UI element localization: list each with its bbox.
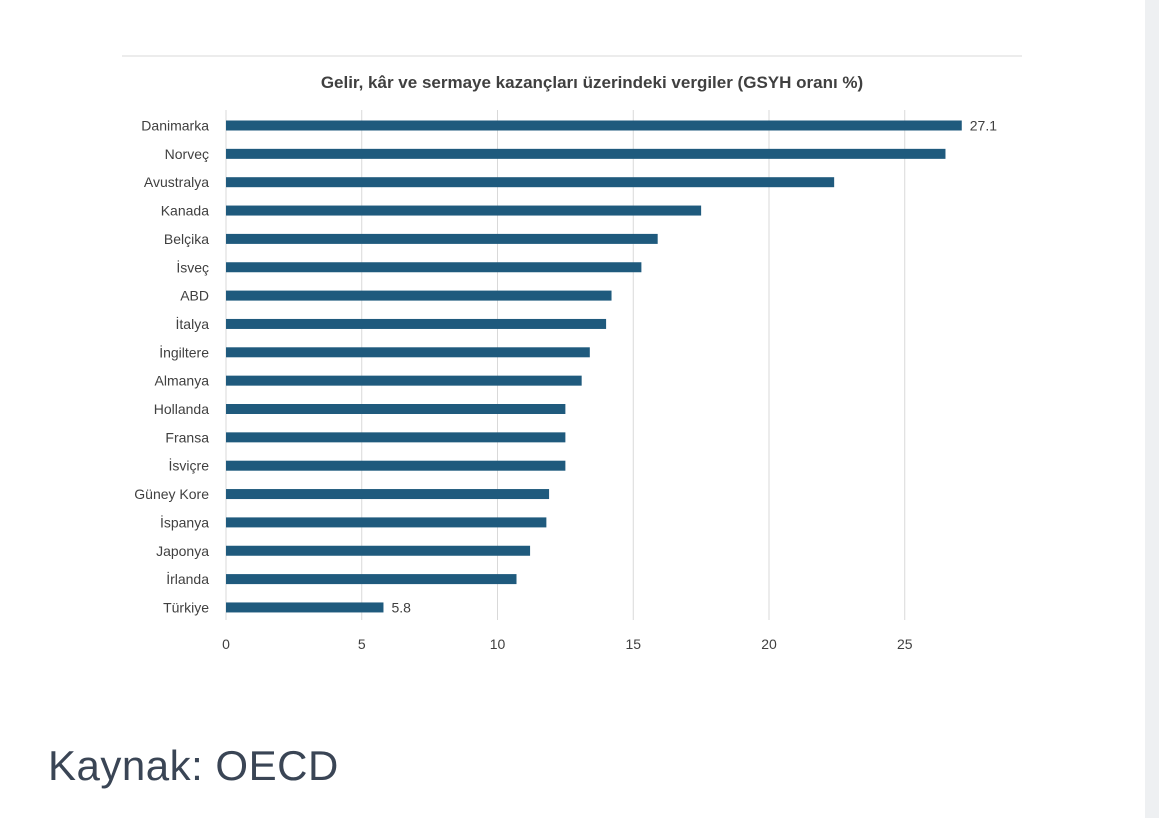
gridlines xyxy=(225,110,906,620)
category-label: İsveç xyxy=(176,258,209,275)
category-label: ABD xyxy=(180,288,209,304)
category-label: İtalya xyxy=(176,315,210,332)
category-label: Avustralya xyxy=(144,174,209,190)
category-label: Danimarka xyxy=(141,118,209,134)
x-tick-labels: 0 5 10 15 20 25 xyxy=(222,636,913,652)
category-label: Almanya xyxy=(155,373,210,389)
data-label: 27.1 xyxy=(970,118,997,134)
bar xyxy=(226,318,607,329)
category-label: Güney Kore xyxy=(134,486,209,502)
category-label: Kanada xyxy=(161,203,209,219)
bar xyxy=(226,404,566,414)
bar xyxy=(226,120,962,131)
category-label: İrlanda xyxy=(166,570,209,587)
category-label: Norveç xyxy=(165,146,209,162)
bar xyxy=(226,205,702,216)
bar xyxy=(226,290,612,301)
bar xyxy=(226,432,566,443)
bar xyxy=(226,517,547,528)
chart-title: Gelir, kâr ve sermaye kazançları üzerind… xyxy=(321,73,863,92)
bar xyxy=(226,347,590,358)
x-tick-label: 0 xyxy=(222,636,230,652)
x-tick-label: 5 xyxy=(358,636,366,652)
category-label: İsviçre xyxy=(169,457,210,474)
bar xyxy=(226,177,835,188)
category-label: İspanya xyxy=(160,513,209,530)
source-caption: Kaynak: OECD xyxy=(48,742,339,789)
x-tick-label: 20 xyxy=(761,636,777,652)
x-tick-label: 25 xyxy=(897,636,913,652)
bar-chart: Gelir, kâr ve sermaye kazançları üzerind… xyxy=(122,55,1022,652)
bar xyxy=(226,545,531,556)
category-label: Belçika xyxy=(164,231,209,247)
data-labels: 27.1 5.8 xyxy=(391,118,997,616)
bar xyxy=(226,574,517,585)
x-tick-label: 10 xyxy=(490,636,506,652)
data-label: 5.8 xyxy=(391,599,411,615)
bars xyxy=(226,120,962,613)
scroll-strip xyxy=(1145,0,1159,818)
bar xyxy=(226,148,946,159)
category-label: Hollanda xyxy=(154,401,209,417)
category-label: Türkiye xyxy=(163,599,209,615)
category-labels: Danimarka Norveç Avustralya Kanada Belçika İs… xyxy=(134,118,209,616)
bar xyxy=(226,489,550,500)
category-label: İngiltere xyxy=(159,343,209,360)
bar xyxy=(226,602,384,613)
bar xyxy=(226,375,582,386)
bar xyxy=(226,233,658,244)
category-label: Fransa xyxy=(165,429,209,445)
bar xyxy=(226,262,642,273)
bar xyxy=(226,460,566,471)
chart: Gelir, kâr ve sermaye kazançları üzerind… xyxy=(122,55,1022,652)
x-tick-label: 15 xyxy=(625,636,641,652)
category-label: Japonya xyxy=(156,543,209,559)
